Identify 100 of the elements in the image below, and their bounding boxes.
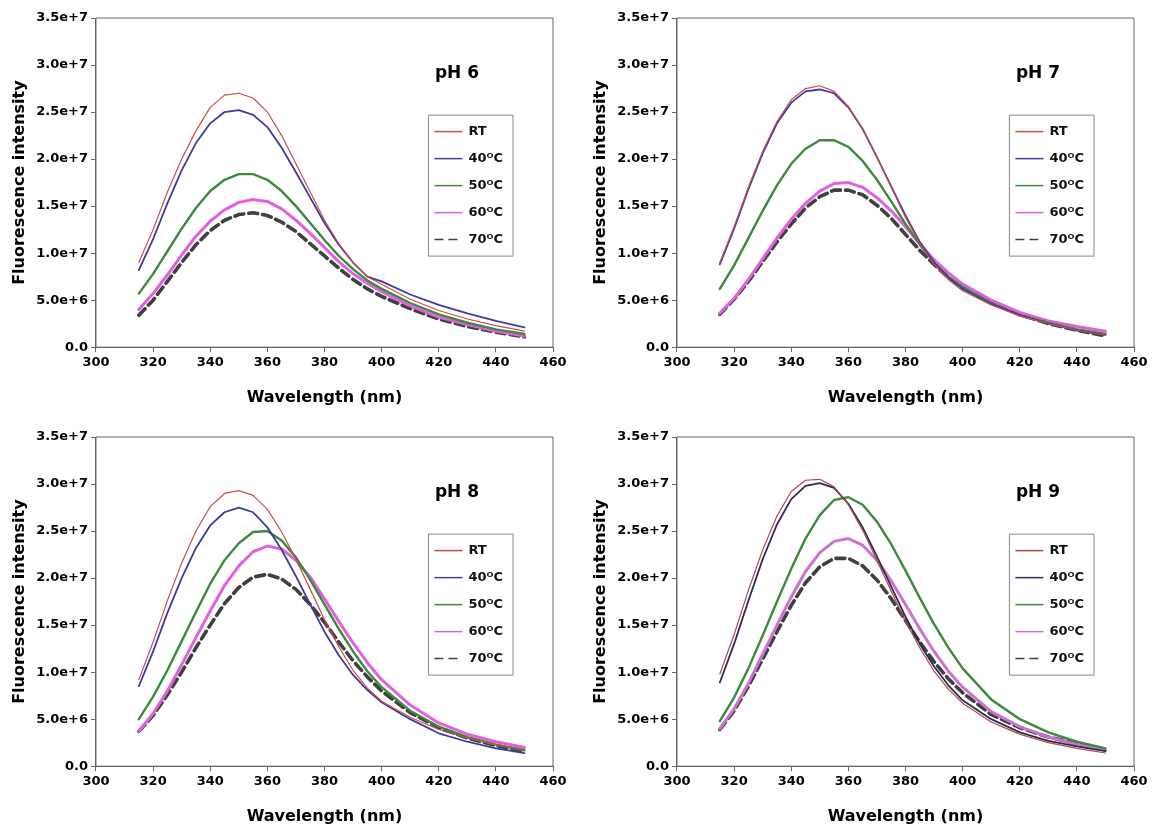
x-tick-label: 440 <box>1063 773 1091 789</box>
y-tick-label: 0.0 <box>645 757 669 773</box>
y-tick-label: 2.0e+7 <box>36 150 88 166</box>
y-tick-label: 1.0e+7 <box>617 663 669 679</box>
y-tick-label: 2.5e+7 <box>36 103 88 119</box>
y-tick-label: 3.5e+7 <box>36 9 88 25</box>
legend-label: 50ᴼC <box>1049 176 1085 192</box>
y-tick-label: 3.0e+7 <box>36 475 88 491</box>
x-axis-title: Wavelength (nm) <box>246 386 403 406</box>
x-axis-title: Wavelength (nm) <box>827 386 984 406</box>
y-tick-label: 1.5e+7 <box>617 197 669 213</box>
x-tick-label: 420 <box>425 773 453 789</box>
legend-label: 70ᴼC <box>1049 230 1085 246</box>
y-axis-title: Fluorescence intensity <box>589 498 609 704</box>
y-tick-label: 3.5e+7 <box>36 428 88 444</box>
x-tick-label: 460 <box>539 354 567 370</box>
legend-label: RT <box>468 122 487 138</box>
y-tick-label: 3.0e+7 <box>617 475 669 491</box>
legend-label: RT <box>468 541 487 557</box>
x-tick-label: 340 <box>777 354 805 370</box>
x-tick-label: 300 <box>663 354 691 370</box>
x-tick-label: 400 <box>368 354 396 370</box>
y-tick-label: 0.0 <box>64 757 88 773</box>
x-tick-label: 460 <box>539 773 567 789</box>
x-tick-label: 340 <box>196 773 224 789</box>
y-tick-label: 5.0e+6 <box>617 710 669 726</box>
x-tick-label: 380 <box>310 354 339 370</box>
y-tick-label: 1.0e+7 <box>36 244 88 260</box>
x-tick-label: 440 <box>482 354 510 370</box>
text: pH 7 <box>1015 62 1061 83</box>
y-tick-label: 3.5e+7 <box>617 428 669 444</box>
y-tick-label: 3.5e+7 <box>617 9 669 25</box>
y-tick-label: 5.0e+6 <box>36 291 88 307</box>
x-tick-label: 380 <box>891 354 920 370</box>
legend-label: RT <box>1049 122 1068 138</box>
y-tick-label: 0.0 <box>64 338 88 354</box>
x-tick-label: 380 <box>310 773 339 789</box>
text: pH 9 <box>1015 481 1061 502</box>
y-tick-label: 0.0 <box>645 338 669 354</box>
x-tick-label: 340 <box>196 354 224 370</box>
legend-label: 70ᴼC <box>468 649 504 665</box>
x-tick-label: 420 <box>425 354 453 370</box>
legend-label: 50ᴼC <box>468 176 504 192</box>
legend-label: 70ᴼC <box>1049 649 1085 665</box>
legend-label: 60ᴼC <box>1049 203 1085 219</box>
x-tick-label: 360 <box>253 354 281 370</box>
legend-label: 40ᴼC <box>468 568 504 584</box>
legend-label: 40ᴼC <box>468 149 504 165</box>
y-axis-title: Fluorescence intensity <box>8 79 28 285</box>
x-tick-label: 320 <box>720 354 748 370</box>
x-tick-label: 420 <box>1006 354 1034 370</box>
legend-label: 60ᴼC <box>1049 622 1085 638</box>
y-tick-label: 1.5e+7 <box>36 197 88 213</box>
y-tick-label: 1.5e+7 <box>617 616 669 632</box>
legend-label: 40ᴼC <box>1049 149 1085 165</box>
x-tick-label: 320 <box>720 773 748 789</box>
x-tick-label: 400 <box>949 354 977 370</box>
y-tick-label: 2.0e+7 <box>617 569 669 585</box>
y-tick-label: 3.0e+7 <box>617 56 669 72</box>
y-tick-label: 1.0e+7 <box>617 244 669 260</box>
y-tick-label: 2.0e+7 <box>36 569 88 585</box>
y-tick-label: 3.0e+7 <box>36 56 88 72</box>
legend-label: 60ᴼC <box>468 622 504 638</box>
y-tick-label: 1.5e+7 <box>36 616 88 632</box>
x-tick-label: 300 <box>82 354 110 370</box>
legend-label: 60ᴼC <box>468 203 504 219</box>
legend-label: RT <box>1049 541 1068 557</box>
x-axis-title: Wavelength (nm) <box>827 805 984 825</box>
x-tick-label: 360 <box>834 773 862 789</box>
legend-label: 50ᴼC <box>1049 595 1085 611</box>
y-axis-title: Fluorescence intensity <box>8 498 28 704</box>
x-tick-label: 460 <box>1120 354 1148 370</box>
legend-label: 50ᴼC <box>468 595 504 611</box>
x-axis-title: Wavelength (nm) <box>246 805 403 825</box>
x-tick-label: 420 <box>1006 773 1034 789</box>
x-tick-label: 360 <box>834 354 862 370</box>
x-tick-label: 360 <box>253 773 281 789</box>
x-tick-label: 320 <box>139 354 167 370</box>
x-tick-label: 380 <box>891 773 920 789</box>
text: pH 8 <box>434 481 480 502</box>
x-tick-label: 340 <box>777 773 805 789</box>
y-tick-label: 2.0e+7 <box>617 150 669 166</box>
legend-label: 40ᴼC <box>1049 568 1085 584</box>
x-tick-label: 300 <box>82 773 110 789</box>
y-axis-title: Fluorescence intensity <box>589 79 609 285</box>
y-tick-label: 2.5e+7 <box>617 522 669 538</box>
y-tick-label: 5.0e+6 <box>617 291 669 307</box>
x-tick-label: 400 <box>949 773 977 789</box>
legend-label: 70ᴼC <box>468 230 504 246</box>
text: pH 6 <box>434 62 480 83</box>
y-tick-label: 2.5e+7 <box>36 522 88 538</box>
y-tick-label: 5.0e+6 <box>36 710 88 726</box>
x-tick-label: 300 <box>663 773 691 789</box>
y-tick-label: 1.0e+7 <box>36 663 88 679</box>
x-tick-label: 400 <box>368 773 396 789</box>
x-tick-label: 440 <box>1063 354 1091 370</box>
x-tick-label: 320 <box>139 773 167 789</box>
y-tick-label: 2.5e+7 <box>617 103 669 119</box>
x-tick-label: 440 <box>482 773 510 789</box>
x-tick-label: 460 <box>1120 773 1148 789</box>
